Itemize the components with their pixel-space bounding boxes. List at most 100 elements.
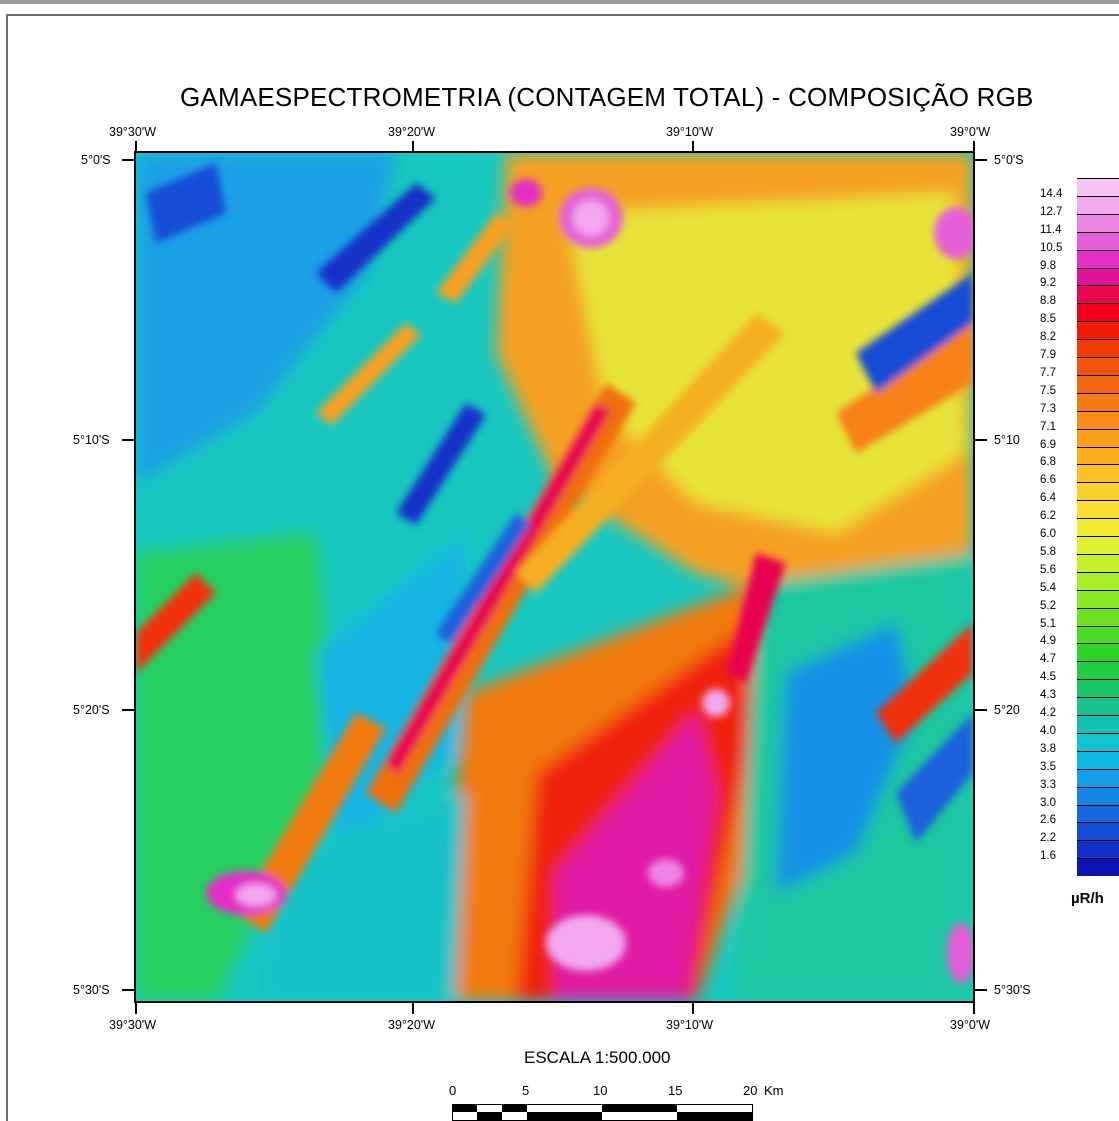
legend-swatch bbox=[1077, 840, 1119, 859]
legend-swatch bbox=[1077, 392, 1119, 411]
legend-swatch bbox=[1077, 643, 1119, 662]
legend-swatch bbox=[1077, 625, 1119, 644]
legend-value-label: 4.0 bbox=[1040, 724, 1056, 737]
lon-label-bottom-2: 39°20'W bbox=[388, 1018, 435, 1032]
legend-swatch bbox=[1077, 822, 1119, 841]
legend-value-label: 3.8 bbox=[1040, 742, 1056, 755]
legend-value-label: 6.2 bbox=[1040, 510, 1056, 523]
legend-value-label: 8.2 bbox=[1040, 331, 1056, 344]
legend-value-label: 7.3 bbox=[1040, 402, 1056, 415]
scale-title: ESCALA 1:500.000 bbox=[524, 1048, 671, 1067]
lat-label-right-3: 5°20 bbox=[994, 703, 1020, 717]
tick-mark bbox=[412, 141, 414, 152]
tick-mark bbox=[973, 1003, 975, 1014]
legend-value-label: 11.4 bbox=[1040, 223, 1062, 236]
scale-unit: Km bbox=[764, 1083, 784, 1098]
tick-mark bbox=[135, 141, 137, 152]
legend-swatch bbox=[1077, 679, 1119, 698]
legend-swatch bbox=[1077, 697, 1119, 716]
legend-value-label: 3.3 bbox=[1040, 778, 1056, 791]
lon-label-bottom-4: 39°0'W bbox=[950, 1018, 991, 1032]
legend-value-label: 4.5 bbox=[1040, 671, 1056, 684]
gamma-map-raster bbox=[136, 153, 973, 1001]
legend-swatch bbox=[1077, 464, 1119, 483]
legend-value-label: 5.2 bbox=[1040, 599, 1056, 612]
legend-value-label: 6.9 bbox=[1040, 438, 1056, 451]
lon-label-bottom-1: 39°30'W bbox=[109, 1018, 156, 1032]
legend-swatch bbox=[1077, 571, 1119, 590]
legend-value-label: 5.1 bbox=[1040, 617, 1056, 630]
lon-label-top-1: 39°30'W bbox=[109, 125, 156, 139]
map-title: GAMAESPECTROMETRIA (CONTAGEM TOTAL) - CO… bbox=[180, 82, 1034, 112]
legend-value-label: 1.6 bbox=[1040, 850, 1056, 863]
legend-value-label: 6.0 bbox=[1040, 528, 1056, 540]
tick-mark bbox=[975, 709, 987, 711]
legend-value-label: 9.8 bbox=[1040, 259, 1056, 272]
legend-value-label: 14.4 bbox=[1040, 187, 1063, 200]
legend-value-label: 12.7 bbox=[1040, 205, 1063, 218]
legend-value-label: 2.2 bbox=[1040, 832, 1056, 845]
tick-mark bbox=[122, 439, 134, 441]
legend-swatch bbox=[1077, 858, 1119, 877]
legend-swatch bbox=[1077, 357, 1119, 375]
legend-value-label: 4.7 bbox=[1040, 653, 1056, 666]
legend-value-label: 8.8 bbox=[1040, 295, 1056, 308]
tick-mark bbox=[973, 141, 975, 152]
tick-mark bbox=[135, 1003, 137, 1014]
tick-mark bbox=[412, 1003, 414, 1014]
lon-label-top-2: 39°20'W bbox=[388, 125, 435, 139]
scale-tick-label: 5 bbox=[522, 1083, 530, 1098]
lat-label-right-2: 5°10 bbox=[994, 433, 1020, 447]
legend-swatch bbox=[1077, 249, 1119, 268]
legend-value-label: 4.9 bbox=[1040, 635, 1056, 648]
lat-label-left-2: 5°10'S bbox=[73, 433, 110, 447]
legend-swatch bbox=[1077, 339, 1119, 358]
legend-swatch bbox=[1077, 410, 1119, 429]
legend-swatch bbox=[1077, 267, 1119, 286]
legend-swatch bbox=[1077, 768, 1119, 787]
legend-swatch bbox=[1077, 536, 1119, 554]
legend-value-label: 6.4 bbox=[1040, 492, 1056, 505]
legend-value-label: 7.5 bbox=[1040, 384, 1056, 397]
legend-swatch bbox=[1077, 303, 1119, 322]
legend-value-label: 3.5 bbox=[1040, 760, 1056, 773]
legend-value-label: 3.0 bbox=[1040, 796, 1056, 809]
legend-swatch bbox=[1077, 321, 1119, 340]
legend-value-label: 6.8 bbox=[1040, 456, 1056, 469]
gamma-map bbox=[134, 151, 975, 1003]
legend-value-label: 9.2 bbox=[1040, 277, 1056, 290]
scale-tick-label: 0 bbox=[449, 1083, 457, 1098]
legend-swatch bbox=[1077, 374, 1119, 393]
legend-value-label: 4.2 bbox=[1040, 707, 1056, 719]
tick-mark bbox=[692, 141, 694, 152]
legend-value-label: 6.6 bbox=[1040, 474, 1056, 487]
tick-mark bbox=[122, 159, 134, 161]
lat-label-left-3: 5°20'S bbox=[73, 703, 110, 717]
lat-label-right-1: 5°0'S bbox=[994, 153, 1024, 167]
legend-value-label: 7.1 bbox=[1040, 420, 1056, 433]
legend-swatch bbox=[1077, 446, 1119, 465]
top-rule bbox=[0, 0, 1119, 4]
legend-swatch bbox=[1077, 607, 1119, 626]
legend-value-label: 2.6 bbox=[1040, 814, 1056, 827]
legend-value-label: 5.8 bbox=[1040, 545, 1056, 558]
legend-value-label: 7.9 bbox=[1040, 349, 1056, 361]
legend-unit: µR/h bbox=[1071, 890, 1104, 907]
tick-mark bbox=[975, 439, 987, 441]
legend-swatch bbox=[1077, 661, 1119, 680]
legend-swatch bbox=[1077, 195, 1119, 214]
legend-swatch bbox=[1077, 518, 1119, 537]
legend-swatch bbox=[1077, 804, 1119, 823]
legend-swatch bbox=[1077, 500, 1119, 519]
lat-label-right-4: 5°30'S bbox=[994, 983, 1031, 997]
lat-label-left-4: 5°30'S bbox=[73, 983, 110, 997]
legend-swatch bbox=[1077, 786, 1119, 805]
tick-mark bbox=[975, 989, 987, 991]
lon-label-top-3: 39°10'W bbox=[666, 125, 713, 139]
tick-mark bbox=[122, 709, 134, 711]
page-frame bbox=[6, 14, 1119, 1121]
legend-value-label: 5.6 bbox=[1040, 563, 1056, 576]
legend-value-label: 4.3 bbox=[1040, 689, 1056, 702]
legend-swatch bbox=[1077, 178, 1119, 196]
scale-bar bbox=[452, 1104, 753, 1121]
